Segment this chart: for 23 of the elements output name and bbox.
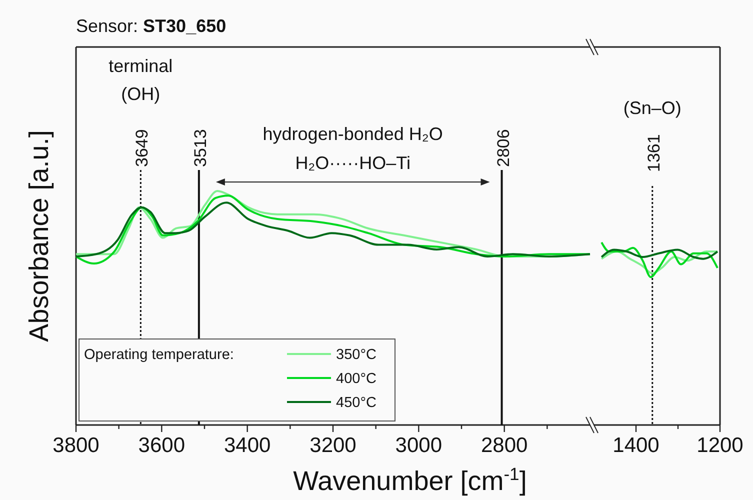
text: hydrogen-bonded H₂O <box>262 124 443 144</box>
legend-title: Operating temperature: <box>84 347 234 363</box>
x-tick-label: 1400 <box>612 434 660 457</box>
text: terminal (OH) <box>108 56 173 104</box>
x-tick-label: 3400 <box>224 434 271 457</box>
x-tick-label: 3600 <box>138 434 186 457</box>
x-tick-label: 3000 <box>395 434 442 457</box>
legend-label: 450°C <box>336 395 376 411</box>
x-tick-label: 1200 <box>696 434 744 457</box>
x-tick-label: 2800 <box>480 434 528 457</box>
y-axis-title: Absorbance [a.u.] <box>24 130 54 342</box>
ref-line-label: 3513 <box>190 129 210 167</box>
x-tick-label: 3800 <box>52 434 100 457</box>
ref-line-label: 2806 <box>494 129 513 167</box>
x-tick-label: 3200 <box>310 434 356 457</box>
legend-label: 400°C <box>336 371 376 387</box>
legend-label: 350°C <box>336 347 376 363</box>
text: (Sn–O) <box>623 98 682 118</box>
x-axis-title: Wavenumber [cm$^{-1}$] <box>293 464 527 496</box>
ref-line-label: 1361 <box>644 134 664 172</box>
text: H₂O·····HO–Ti <box>295 153 410 173</box>
ref-line-label: 3649 <box>132 129 152 167</box>
chart-title: Sensor: ST30_650 <box>76 16 226 36</box>
